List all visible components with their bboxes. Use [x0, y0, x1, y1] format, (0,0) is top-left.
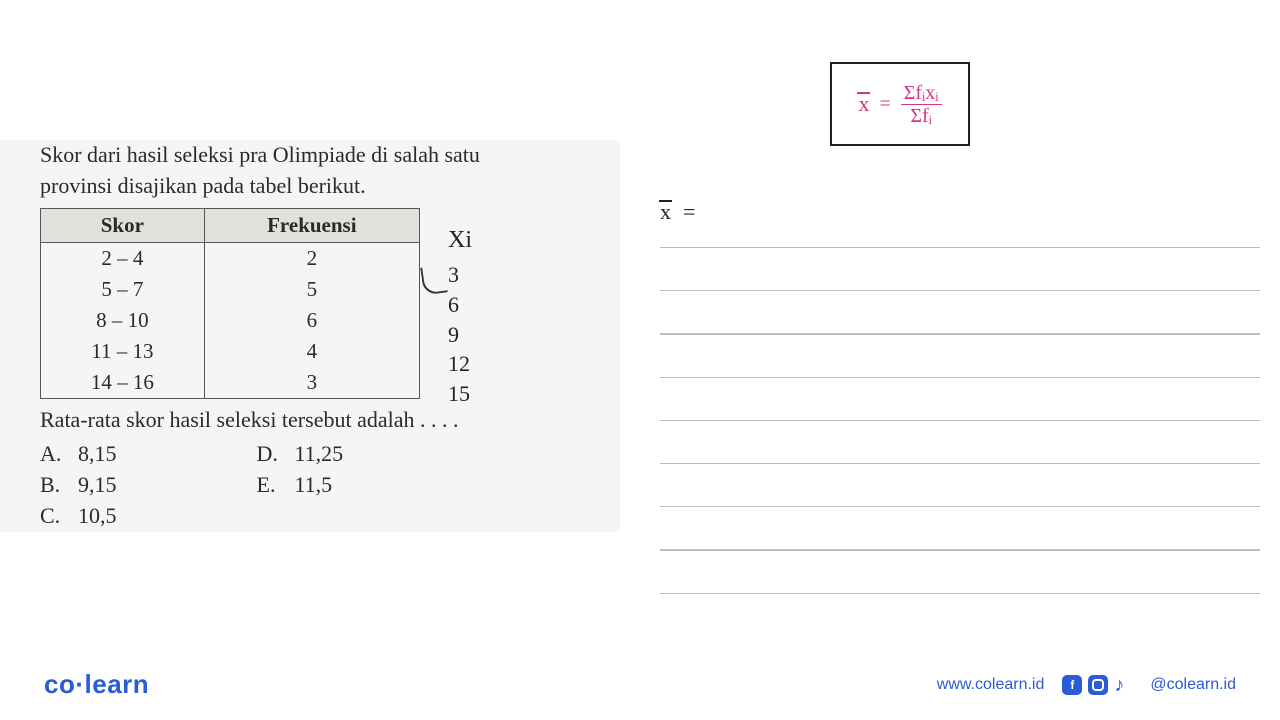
ruled-line	[660, 377, 1260, 378]
question-text: Skor dari hasil seleksi pra Olimpiade di…	[40, 140, 600, 202]
footer-url: www.colearn.id	[937, 676, 1045, 694]
xbar-symbol: x	[660, 199, 671, 225]
xbar-equation: x =	[660, 199, 695, 225]
footer-right: www.colearn.id f ♪ @colearn.id	[937, 675, 1236, 695]
xi-val: 9	[448, 320, 472, 350]
question-line1: Skor dari hasil seleksi pra Olimpiade di…	[40, 142, 480, 167]
formula-numerator: Σfᵢxᵢ	[901, 82, 942, 105]
options: A. 8,15 B. 9,15 C. 10,5 D. 11,25 E. 11,5	[40, 439, 600, 531]
logo-learn: learn	[85, 669, 150, 699]
equals-sign: =	[683, 199, 695, 225]
formula-fraction: Σfᵢxᵢ Σfᵢ	[901, 82, 942, 127]
col-skor: Skor	[41, 208, 205, 242]
opt-c: 10,5	[78, 501, 117, 532]
xi-val: 6	[448, 290, 472, 320]
table-row: 5 – 75	[41, 274, 420, 305]
social-icons: f ♪	[1062, 675, 1132, 695]
logo-dot: ·	[75, 669, 84, 699]
formula-denominator: Σfᵢ	[907, 105, 935, 127]
ruled-line	[660, 290, 1260, 291]
opt-a: 8,15	[78, 439, 117, 470]
opt-a-label: A.	[40, 439, 64, 470]
footer: co·learn www.colearn.id f ♪ @colearn.id	[0, 669, 1280, 700]
ruled-line	[660, 247, 1260, 248]
opt-e-label: E.	[257, 470, 281, 501]
question-line2: provinsi disajikan pada tabel berikut.	[40, 173, 366, 198]
instagram-icon	[1088, 675, 1108, 695]
xbar-symbol: x	[858, 91, 869, 117]
ruled-line	[660, 506, 1260, 507]
xi-val: 3	[448, 260, 472, 290]
frequency-table: Skor Frekuensi 2 – 42 5 – 75 8 – 106 11 …	[40, 208, 420, 399]
opt-d: 11,25	[295, 439, 344, 470]
opt-e: 11,5	[295, 470, 333, 501]
equals-sign: =	[879, 93, 890, 116]
table-row: 8 – 106	[41, 305, 420, 336]
opt-c-label: C.	[40, 501, 64, 532]
logo-co: co	[44, 669, 75, 699]
facebook-icon: f	[1062, 675, 1082, 695]
col-frekuensi: Frekuensi	[204, 208, 419, 242]
table-row: 11 – 134	[41, 336, 420, 367]
result-text: Rata-rata skor hasil seleksi tersebut ad…	[40, 405, 600, 436]
xi-val: 12	[448, 349, 472, 379]
logo: co·learn	[44, 669, 149, 700]
ruled-line	[660, 420, 1260, 421]
opt-d-label: D.	[257, 439, 281, 470]
ruled-line	[660, 549, 1260, 550]
footer-handle: @colearn.id	[1150, 676, 1236, 694]
table-row: 2 – 42	[41, 242, 420, 274]
lined-workspace: x =	[660, 205, 1260, 594]
table-row: 14 – 163	[41, 367, 420, 399]
ruled-line	[660, 593, 1260, 594]
question-panel: Skor dari hasil seleksi pra Olimpiade di…	[0, 140, 620, 532]
xi-column: Xi 3 6 9 12 15	[448, 224, 472, 409]
ruled-line	[660, 333, 1260, 334]
xi-val: 15	[448, 379, 472, 409]
ruled-line	[660, 463, 1260, 464]
opt-b: 9,15	[78, 470, 117, 501]
opt-b-label: B.	[40, 470, 64, 501]
formula-box: x = Σfᵢxᵢ Σfᵢ	[830, 62, 970, 146]
tiktok-icon: ♪	[1114, 675, 1132, 695]
xi-header: Xi	[448, 224, 472, 256]
